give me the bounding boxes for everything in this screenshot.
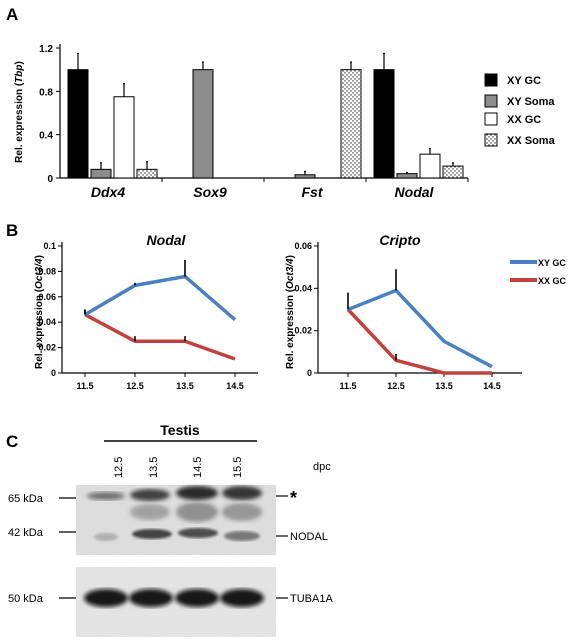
series-line bbox=[347, 288, 493, 369]
bar bbox=[113, 96, 135, 179]
blot-group-label: Testis bbox=[160, 422, 200, 438]
blot-bands-upper bbox=[87, 486, 262, 541]
bar bbox=[192, 69, 214, 179]
nodal-band bbox=[178, 528, 218, 538]
lane-label: 15.5 bbox=[232, 457, 244, 478]
star-band-label: * bbox=[290, 488, 297, 508]
category-label: Ddx4 bbox=[91, 184, 125, 200]
lane-label: 13.5 bbox=[148, 457, 160, 478]
series-line bbox=[84, 313, 236, 361]
western-blot: Testis 12.5 13.5 14.5 15.5 dpc 65 kDa 42 kD… bbox=[8, 422, 333, 637]
legend-a: XY GC XY Soma XX GC XX Soma bbox=[484, 73, 556, 147]
line-chart-cripto: Cripto Rel. expression (Oct3/4) XY GC XX … bbox=[285, 232, 567, 391]
tuba-band-label: TUBA1A bbox=[290, 593, 333, 605]
y-tick-label-a: 0 bbox=[47, 174, 53, 185]
y-axis-label-cripto: Rel. expression (Oct3/4) bbox=[285, 255, 296, 369]
tuba-band bbox=[84, 589, 128, 607]
panel-label-b: B bbox=[6, 221, 18, 240]
y-axis-label-a: Rel. expression (Tbp) bbox=[14, 61, 25, 163]
y-tick-label: 0.02 bbox=[38, 343, 56, 353]
legend-label: XY GC bbox=[507, 75, 541, 87]
blot-band bbox=[130, 489, 170, 501]
legend-swatch bbox=[484, 133, 498, 147]
blot-smear bbox=[222, 503, 262, 521]
bar bbox=[442, 165, 464, 179]
series-line bbox=[346, 308, 492, 375]
x-tick-label: 11.5 bbox=[76, 381, 93, 391]
lane-label: 12.5 bbox=[113, 457, 125, 478]
y-tick-label: 0.1 bbox=[43, 241, 56, 251]
lane-labels: 12.5 13.5 14.5 15.5 bbox=[113, 457, 244, 478]
y-tick-label: 0.08 bbox=[38, 266, 56, 276]
series-line bbox=[84, 274, 237, 321]
legend-swatch bbox=[484, 112, 498, 126]
x-tick-label: 14.5 bbox=[226, 381, 244, 391]
nodal-band bbox=[94, 533, 118, 541]
y-tick-label-a: 0.4 bbox=[39, 131, 53, 142]
y-tick-label-a: 1.2 bbox=[39, 44, 53, 55]
bar bbox=[67, 69, 89, 179]
bar bbox=[294, 174, 316, 179]
y-tick-label: 0.06 bbox=[38, 292, 56, 302]
bar bbox=[373, 69, 395, 179]
marker-50kda: 50 kDa bbox=[8, 593, 44, 605]
legend-swatch bbox=[484, 73, 498, 87]
nodal-band bbox=[132, 529, 172, 539]
blot-bands-lower bbox=[84, 589, 264, 607]
bar bbox=[340, 69, 362, 179]
legend-b: XY GC XX GC bbox=[510, 258, 567, 286]
line-chart-nodal: Nodal Rel. expression (Oct3/4) 0 0.02 0.04… bbox=[34, 232, 258, 391]
nodal-band-label: NODAL bbox=[290, 531, 328, 543]
x-tick-label: 11.5 bbox=[339, 381, 356, 391]
bar bbox=[396, 173, 418, 179]
bar bbox=[419, 153, 441, 179]
blot-unit-label: dpc bbox=[313, 461, 331, 473]
legend-label: XY GC bbox=[538, 258, 566, 268]
blot-smear bbox=[130, 504, 170, 520]
y-tick-label: 0 bbox=[51, 368, 56, 378]
blot-band bbox=[176, 486, 218, 500]
y-tick-label-a: 0.8 bbox=[39, 87, 53, 98]
lane-label: 14.5 bbox=[192, 457, 204, 478]
chart-title-cripto: Cripto bbox=[379, 232, 421, 248]
y-tick-label: 0.04 bbox=[294, 283, 312, 293]
category-label: Fst bbox=[302, 184, 324, 200]
tuba-band bbox=[220, 589, 264, 607]
tuba-band bbox=[129, 589, 173, 607]
bar bbox=[90, 168, 112, 179]
x-tick-label: 12.5 bbox=[126, 381, 144, 391]
panel-label-c: C bbox=[6, 432, 18, 451]
panel-label-a: A bbox=[6, 5, 18, 24]
legend-label: XX Soma bbox=[507, 135, 556, 147]
x-tick-label: 14.5 bbox=[483, 381, 501, 391]
blot-smear bbox=[176, 502, 218, 522]
category-label: Nodal bbox=[395, 184, 435, 200]
y-tick-label: 0.06 bbox=[294, 241, 312, 251]
legend-label: XX GC bbox=[507, 114, 541, 126]
legend-label: XX GC bbox=[538, 276, 567, 286]
marker-65kda: 65 kDa bbox=[8, 493, 44, 505]
chart-title-nodal: Nodal bbox=[147, 232, 187, 248]
y-tick-label: 0.02 bbox=[294, 326, 312, 336]
x-tick-label: 13.5 bbox=[176, 381, 194, 391]
x-tick-label: 13.5 bbox=[435, 381, 453, 391]
y-tick-label: 0.04 bbox=[38, 317, 56, 327]
legend-label: XY Soma bbox=[507, 96, 555, 108]
marker-42kda: 42 kDa bbox=[8, 527, 44, 539]
x-tick-label: 12.5 bbox=[387, 381, 405, 391]
tuba-band bbox=[175, 589, 219, 607]
legend-swatch bbox=[484, 94, 498, 108]
blot-band bbox=[222, 486, 262, 500]
bar bbox=[136, 168, 158, 179]
y-axis-label-nodal: Rel. expression (Oct3/4) bbox=[34, 255, 45, 369]
category-label: Sox9 bbox=[193, 184, 227, 200]
nodal-band bbox=[224, 531, 260, 541]
y-tick-label: 0 bbox=[307, 368, 312, 378]
blot-band bbox=[87, 492, 125, 500]
